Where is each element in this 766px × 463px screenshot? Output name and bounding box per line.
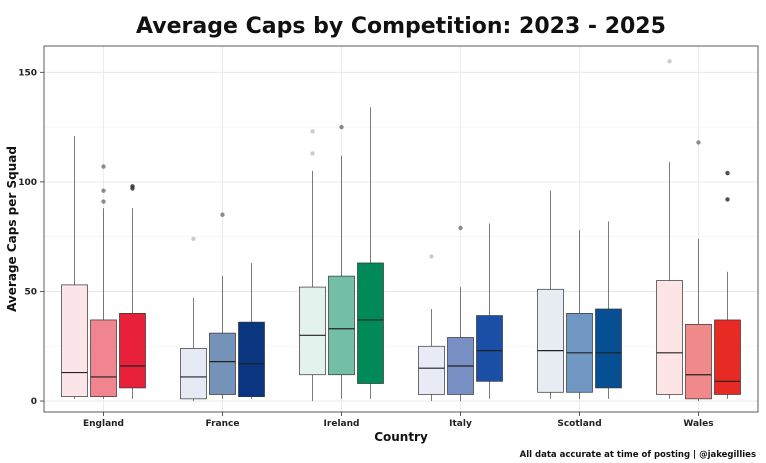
outlier-point bbox=[101, 188, 106, 193]
box bbox=[328, 275, 355, 376]
outlier-point bbox=[725, 197, 730, 202]
outlier-point bbox=[310, 129, 315, 134]
chart-title: Average Caps by Competition: 2023 - 2025 bbox=[136, 14, 666, 39]
y-axis-title: Average Caps per Squad bbox=[5, 146, 19, 312]
box bbox=[180, 348, 207, 400]
panel-border bbox=[43, 45, 759, 413]
box bbox=[90, 319, 117, 398]
outlier-point bbox=[310, 151, 315, 156]
box-group-scotland bbox=[537, 190, 622, 399]
y-axis: 0 50 100 150 bbox=[18, 68, 44, 407]
outlier-point bbox=[101, 199, 106, 204]
x-tick-label: France bbox=[206, 419, 240, 429]
outlier-point bbox=[339, 124, 344, 130]
y-tick-label: 0 bbox=[31, 397, 37, 407]
box-group-france bbox=[180, 212, 265, 402]
y-tick-label: 150 bbox=[18, 68, 37, 78]
box bbox=[476, 315, 503, 382]
x-axis-title: Country bbox=[374, 430, 428, 444]
box-group-wales bbox=[656, 59, 741, 402]
outlier-point bbox=[130, 184, 135, 189]
box bbox=[209, 332, 236, 395]
box bbox=[595, 308, 622, 389]
x-tick-label: Wales bbox=[683, 419, 713, 429]
y-tick-label: 50 bbox=[24, 287, 37, 297]
box bbox=[656, 280, 683, 395]
box-series bbox=[61, 59, 741, 402]
box bbox=[357, 262, 384, 384]
box bbox=[537, 288, 564, 393]
box bbox=[299, 286, 326, 376]
box-group-england bbox=[61, 135, 146, 399]
y-tick-label: 100 bbox=[18, 178, 37, 188]
box bbox=[714, 319, 741, 395]
outlier-point bbox=[696, 140, 701, 145]
outlier-point bbox=[667, 59, 672, 64]
box bbox=[685, 323, 712, 400]
outlier-point bbox=[429, 254, 434, 259]
panel-background bbox=[44, 46, 758, 412]
box-group-ireland bbox=[299, 107, 384, 402]
plot-panel bbox=[43, 45, 759, 413]
outlier-point bbox=[220, 212, 225, 217]
x-tick-label: Ireland bbox=[324, 419, 360, 429]
outlier-point bbox=[725, 170, 730, 176]
x-axis: England France Ireland Italy Scotland Wales bbox=[83, 412, 714, 429]
chart-caption: All data accurate at time of posting | @… bbox=[520, 450, 756, 460]
outlier-point bbox=[101, 164, 106, 169]
box bbox=[238, 321, 265, 398]
box bbox=[61, 284, 88, 398]
box bbox=[119, 313, 146, 389]
box bbox=[418, 345, 445, 395]
x-tick-label: Italy bbox=[449, 419, 472, 429]
outlier-point bbox=[191, 236, 196, 242]
outlier-point bbox=[458, 225, 463, 231]
x-tick-label: England bbox=[83, 419, 124, 429]
box-group-italy bbox=[418, 223, 503, 402]
x-tick-label: Scotland bbox=[557, 419, 601, 429]
